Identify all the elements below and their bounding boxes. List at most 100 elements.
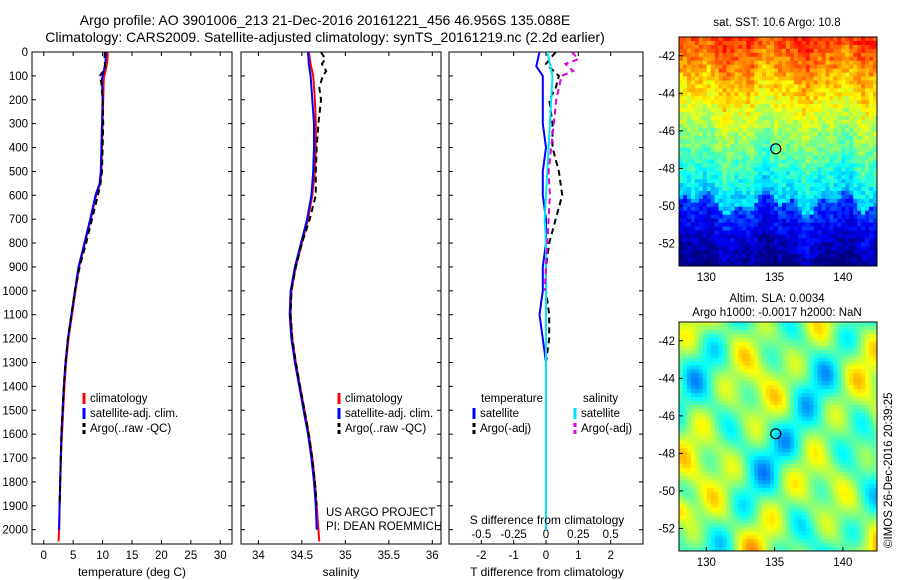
map-cell <box>809 393 814 398</box>
map-cell <box>706 464 711 469</box>
map-cell <box>686 48 692 54</box>
map-cell <box>762 448 767 453</box>
map-cell <box>849 448 854 453</box>
map-cell <box>714 389 719 394</box>
map-cell <box>861 381 866 386</box>
map-cell <box>730 333 735 339</box>
map-cell <box>833 187 838 192</box>
map-cell <box>698 440 704 445</box>
map-cell <box>857 226 862 231</box>
map-cell <box>698 448 704 453</box>
map-cell <box>873 400 878 406</box>
map-cell <box>813 183 818 188</box>
map-cell <box>698 381 704 386</box>
map-cell <box>813 190 818 196</box>
map-cell <box>845 44 850 50</box>
map-cell <box>805 218 810 223</box>
map-cell <box>706 416 711 422</box>
map-cell <box>679 254 684 259</box>
map-cell <box>829 88 834 93</box>
map-cell <box>797 171 803 176</box>
map-cell <box>710 365 715 370</box>
map-cell <box>706 72 711 77</box>
map-cell <box>781 424 787 429</box>
map-cell <box>833 456 838 461</box>
top-tick-label: 0.25 <box>567 529 589 541</box>
map-cell <box>857 333 862 339</box>
map-cell <box>857 52 862 58</box>
map-cell <box>781 397 787 402</box>
map-cell <box>690 416 696 422</box>
map-cell <box>722 389 727 394</box>
map-cell <box>857 171 862 176</box>
map-cell <box>793 389 799 394</box>
map-cell <box>841 139 846 144</box>
map-cell <box>857 373 862 378</box>
map-cell <box>837 337 842 343</box>
map-cell <box>734 440 739 445</box>
map-cell <box>762 88 767 93</box>
map-cell <box>698 179 704 184</box>
map-cell <box>849 262 854 267</box>
map-cell <box>837 333 842 339</box>
map-cell <box>706 385 711 390</box>
map-cell <box>801 246 807 251</box>
map-cell <box>805 68 810 73</box>
map-cell <box>789 254 795 259</box>
map-cell <box>857 40 862 46</box>
map-cell <box>774 262 779 267</box>
map-cell <box>774 60 779 65</box>
map-cell <box>738 254 743 259</box>
map-cell <box>706 400 711 406</box>
map-cell <box>730 108 735 113</box>
map-cell <box>857 163 862 168</box>
map-cell <box>873 96 878 101</box>
map-cell <box>694 159 700 164</box>
map-cell <box>690 64 696 69</box>
map-cell <box>833 250 838 255</box>
map-cell <box>853 119 858 125</box>
map-cell <box>762 404 767 410</box>
map-cell <box>853 123 858 129</box>
map-cell <box>853 88 858 93</box>
map-cell <box>837 155 842 160</box>
map-cell <box>730 238 735 243</box>
map-cell <box>833 139 838 144</box>
map-cell <box>853 345 858 350</box>
map-cell <box>742 72 747 77</box>
map-cell <box>861 210 866 215</box>
map-cell <box>694 238 700 243</box>
map-cell <box>841 369 846 374</box>
map-cell <box>722 210 727 215</box>
map-cell <box>813 242 818 247</box>
map-cell <box>873 341 878 346</box>
map-cell <box>845 214 850 219</box>
map-cell <box>837 44 842 50</box>
map-cell <box>805 187 810 192</box>
map-cell <box>710 214 715 219</box>
x-tick-label: 20 <box>155 550 168 562</box>
map-cell <box>849 234 854 239</box>
map-cell <box>801 194 807 200</box>
map-cell <box>770 393 775 398</box>
map-cell <box>774 147 779 152</box>
map-cell <box>710 56 715 61</box>
map-cell <box>781 456 787 461</box>
map-cell <box>865 48 870 54</box>
map-cell <box>730 381 735 386</box>
map-cell <box>702 322 708 327</box>
map-cell <box>758 163 763 168</box>
map-cell <box>801 143 807 148</box>
map-cell <box>690 206 696 212</box>
map-cell <box>805 250 810 255</box>
map-cell <box>829 139 834 144</box>
map-cell <box>682 139 688 144</box>
map-cell <box>797 194 803 200</box>
map-cell <box>698 258 704 263</box>
map-cell <box>718 175 723 180</box>
map-cell <box>873 389 878 394</box>
map-cell <box>762 361 767 366</box>
map-cell <box>690 329 696 335</box>
map-cell <box>849 322 854 327</box>
map-cell <box>746 408 751 414</box>
